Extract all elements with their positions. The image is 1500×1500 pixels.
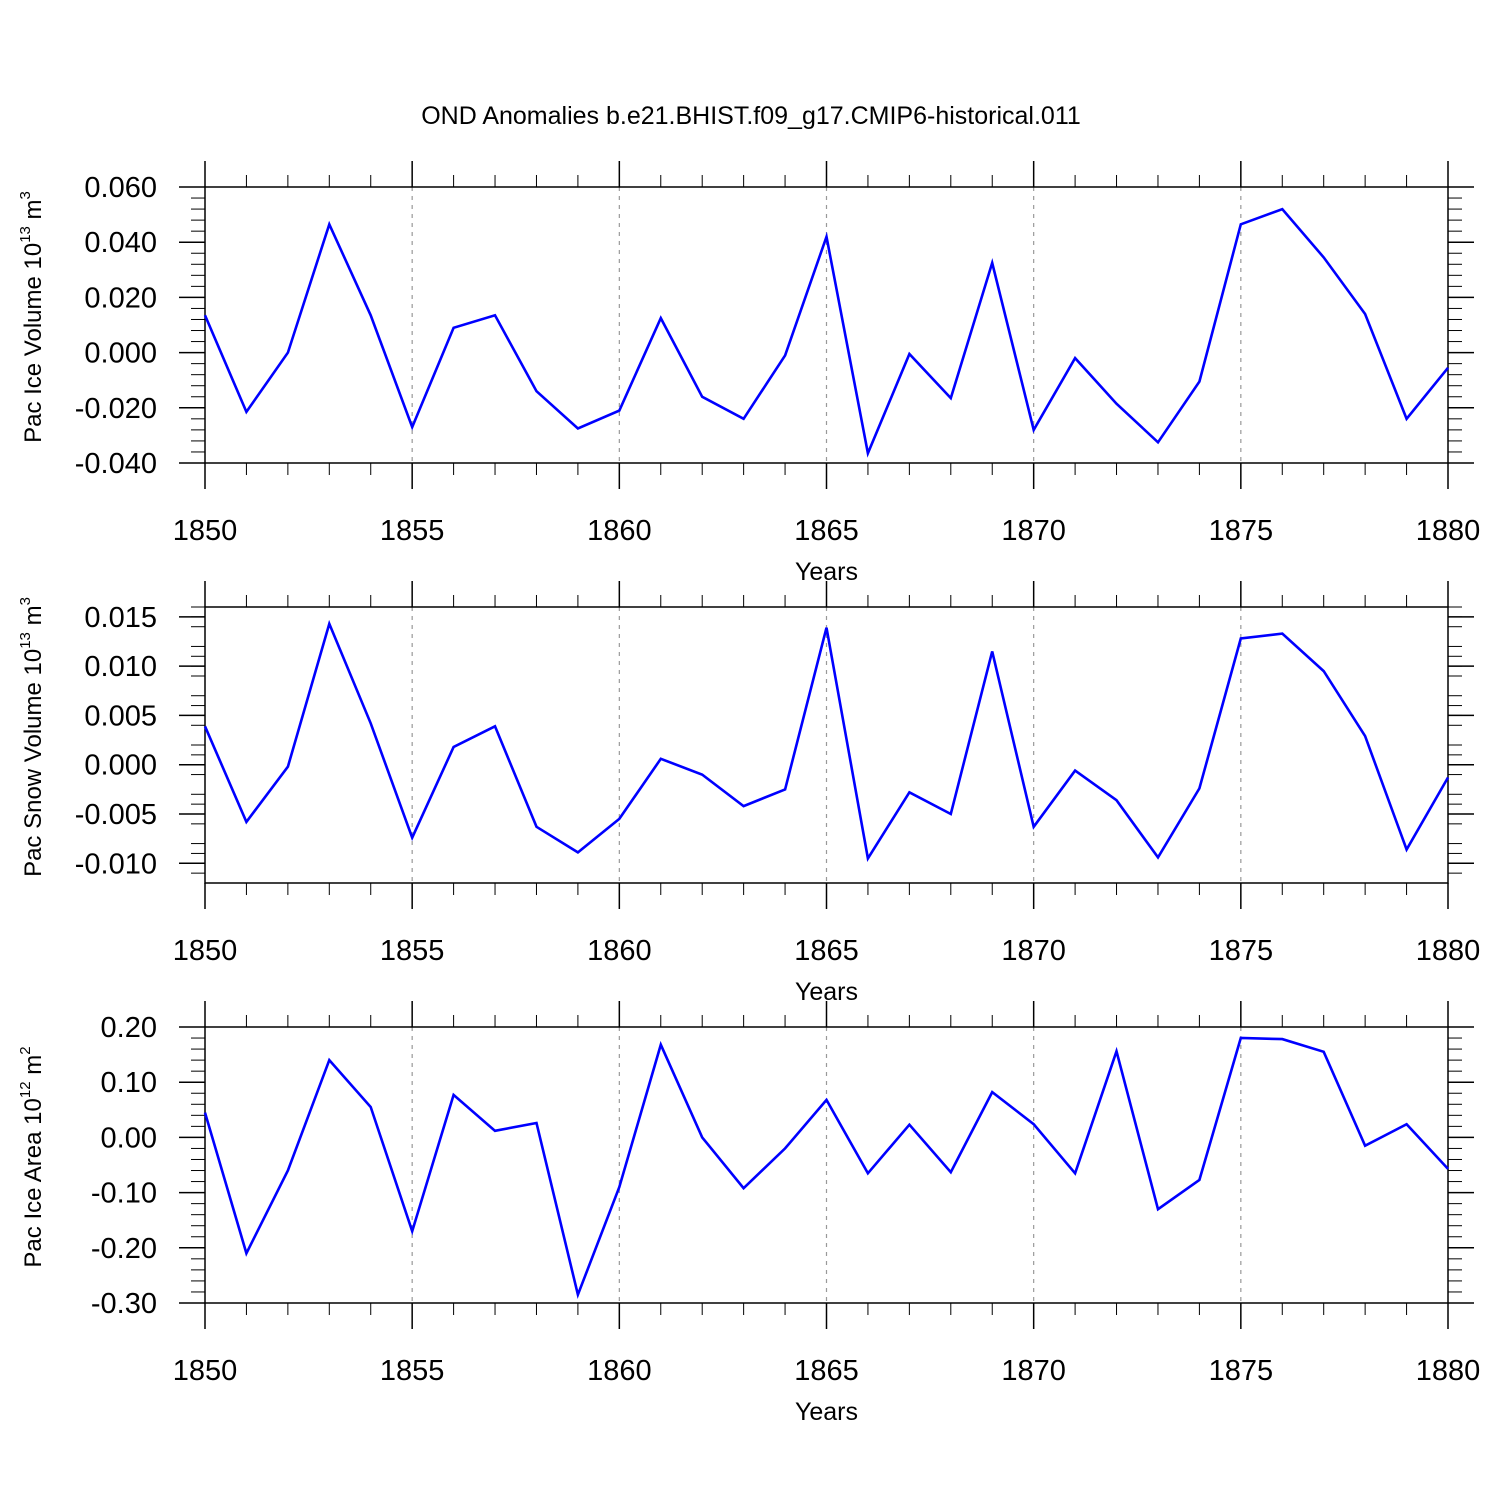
x-tick-label: 1855 xyxy=(380,1355,445,1387)
y-axis-title-part: 3 xyxy=(17,597,34,605)
figure-title: OND Anomalies b.e21.BHIST.f09_g17.CMIP6-… xyxy=(421,102,1081,130)
x-tick-label: 1870 xyxy=(1001,515,1066,547)
x-tick-label: 1875 xyxy=(1209,935,1274,967)
x-axis-title: Years xyxy=(795,1398,858,1426)
y-tick-label: 0.20 xyxy=(101,1012,157,1044)
y-axis-title: Pac Ice Area 1012 m2 xyxy=(17,1046,47,1267)
y-tick-label: 0.00 xyxy=(101,1122,157,1154)
y-axis-title-part: Pac Snow Volume 10 xyxy=(20,649,47,877)
y-axis-title-part: 12 xyxy=(17,1081,34,1098)
y-tick-label: 0.000 xyxy=(84,338,157,370)
y-axis-title-part: m xyxy=(20,199,47,226)
y-axis-title-part: Pac Ice Area 10 xyxy=(20,1098,47,1267)
x-tick-label: 1850 xyxy=(173,515,238,547)
chart-panel-3: 1850 1855 1860 1865 1870 1875 1880 -0.30 -0.20 -0… xyxy=(17,1001,1480,1426)
x-tick-label: 1880 xyxy=(1416,515,1481,547)
y-tick-label: 0.015 xyxy=(84,602,157,634)
chart-panel-1: 1850 1855 1860 1865 1870 1875 1880 -0.040 -0.020… xyxy=(17,161,1480,586)
panels: 1850 1855 1860 1865 1870 1875 1880 -0.040 -0.020… xyxy=(17,161,1480,1426)
y-tick-label: -0.20 xyxy=(91,1233,157,1265)
y-axis-title-part: 2 xyxy=(17,1046,34,1054)
y-axis-title-part: Pac Ice Volume 10 xyxy=(20,243,47,443)
x-tick-label: 1865 xyxy=(794,515,859,547)
x-tick-label: 1855 xyxy=(380,935,445,967)
x-tick-label: 1875 xyxy=(1209,515,1274,547)
series-line xyxy=(203,1036,1449,1300)
x-tick-label: 1875 xyxy=(1209,1355,1274,1387)
y-tick-label: 0.020 xyxy=(84,282,157,314)
y-tick-label: 0.060 xyxy=(84,172,157,204)
series-line xyxy=(203,207,1450,458)
y-tick-label: 0.005 xyxy=(84,700,157,732)
x-tick-label: 1865 xyxy=(794,935,859,967)
y-axis-title: Pac Ice Volume 1013 m3 xyxy=(17,191,47,443)
x-tick-label: 1850 xyxy=(173,1355,238,1387)
y-tick-label: -0.040 xyxy=(75,448,157,480)
y-tick-label: -0.010 xyxy=(75,848,157,880)
y-tick-label: -0.10 xyxy=(91,1178,157,1210)
series-line xyxy=(203,619,1450,862)
y-tick-label: 0.10 xyxy=(101,1067,157,1099)
x-tick-label: 1860 xyxy=(587,1355,652,1387)
y-axis-title-part: m xyxy=(20,605,47,632)
y-tick-label: 0.040 xyxy=(84,227,157,259)
y-axis-title: Pac Snow Volume 1013 m3 xyxy=(17,597,47,877)
x-tick-label: 1865 xyxy=(794,1355,859,1387)
y-tick-label: -0.005 xyxy=(75,799,157,831)
y-axis-title-part: 3 xyxy=(17,191,34,199)
x-tick-label: 1870 xyxy=(1001,1355,1066,1387)
x-tick-label: 1880 xyxy=(1416,935,1481,967)
x-tick-label: 1860 xyxy=(587,935,652,967)
x-tick-label: 1860 xyxy=(587,515,652,547)
x-tick-label: 1880 xyxy=(1416,1355,1481,1387)
y-axis-title-part: 13 xyxy=(17,226,34,243)
x-tick-label: 1850 xyxy=(173,935,238,967)
y-tick-label: 0.010 xyxy=(84,651,157,683)
y-tick-label: 0.000 xyxy=(84,750,157,782)
y-axis-title-part: 13 xyxy=(17,632,34,649)
y-tick-label: -0.30 xyxy=(91,1288,157,1320)
y-tick-label: -0.020 xyxy=(75,393,157,425)
y-axis-title-part: m xyxy=(20,1055,47,1082)
x-tick-label: 1855 xyxy=(380,515,445,547)
x-tick-label: 1870 xyxy=(1001,935,1066,967)
chart-panel-2: 1850 1855 1860 1865 1870 1875 1880 -0.010 -0.005… xyxy=(17,581,1480,1006)
